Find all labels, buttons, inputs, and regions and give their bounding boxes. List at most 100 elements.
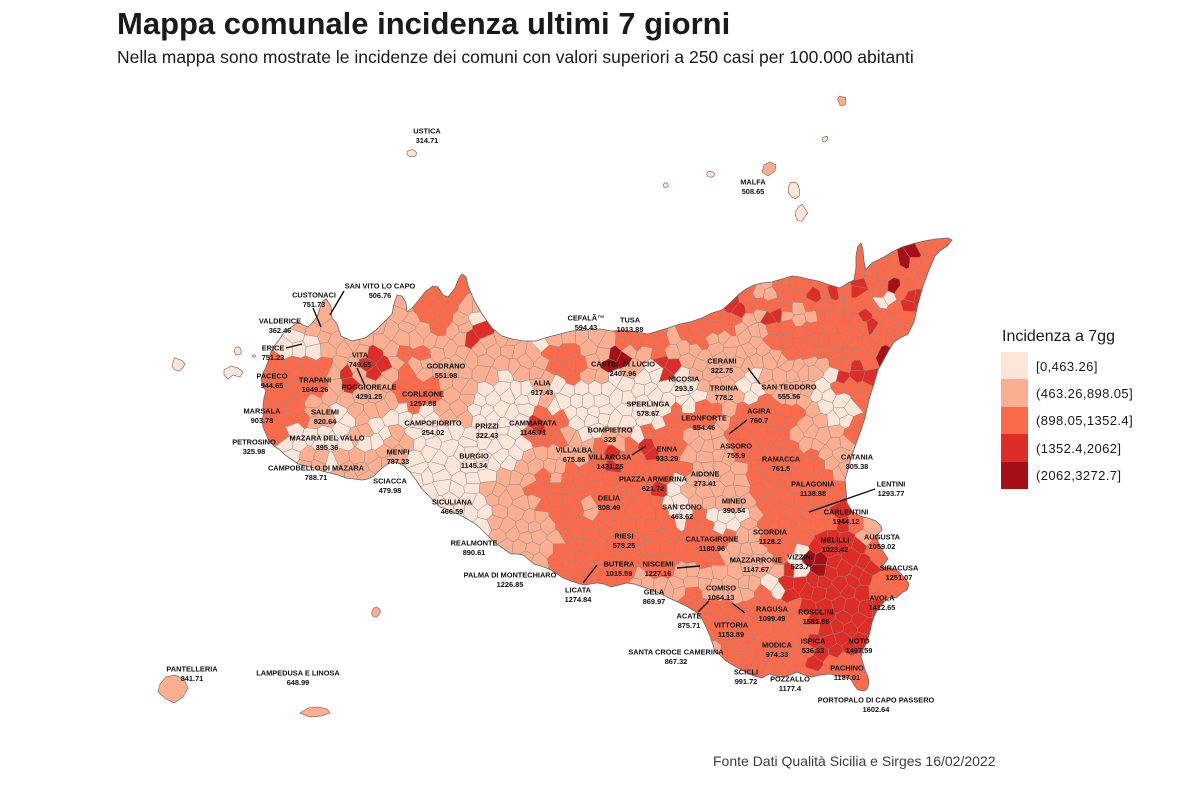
svg-text:BOMPIETRO: BOMPIETRO [588, 425, 633, 434]
svg-text:479.98: 479.98 [379, 486, 402, 495]
svg-text:SCIACCA: SCIACCA [373, 476, 407, 485]
svg-text:755.9: 755.9 [727, 451, 746, 460]
svg-text:551.98: 551.98 [435, 371, 458, 380]
svg-text:1138.88: 1138.88 [800, 489, 826, 498]
svg-text:760.7: 760.7 [750, 416, 769, 425]
svg-text:4291.25: 4291.25 [356, 392, 383, 401]
svg-text:675.86: 675.86 [563, 455, 586, 464]
svg-text:594.43: 594.43 [575, 323, 598, 332]
svg-text:CATANIA: CATANIA [841, 452, 874, 461]
svg-text:PACHINO: PACHINO [830, 663, 864, 672]
svg-text:808.49: 808.49 [598, 503, 621, 512]
svg-text:CARLENTINI: CARLENTINI [824, 507, 869, 516]
svg-text:TRAPANI: TRAPANI [299, 375, 331, 384]
svg-text:BURGIO: BURGIO [459, 451, 489, 460]
svg-text:CORLEONE: CORLEONE [402, 389, 444, 398]
svg-text:NICOSIA: NICOSIA [669, 374, 700, 383]
svg-text:MENFI: MENFI [387, 447, 410, 456]
svg-text:POZZALLO: POZZALLO [770, 674, 810, 683]
svg-text:DELIA: DELIA [598, 493, 621, 502]
svg-text:NOTO: NOTO [848, 636, 869, 645]
svg-text:1497.59: 1497.59 [846, 646, 873, 655]
svg-text:322.75: 322.75 [711, 366, 734, 375]
svg-text:CAMPOBELLO DI MAZARA: CAMPOBELLO DI MAZARA [268, 463, 365, 472]
svg-text:VALDERICE: VALDERICE [259, 316, 301, 325]
svg-text:1099.49: 1099.49 [759, 614, 786, 623]
svg-text:USTICA: USTICA [413, 126, 441, 135]
svg-text:ASSORO: ASSORO [720, 441, 752, 450]
svg-text:CEFALÃ™: CEFALÃ™ [568, 313, 605, 322]
svg-text:1581.88: 1581.88 [803, 617, 830, 626]
svg-text:1147.67: 1147.67 [743, 565, 769, 574]
svg-text:VITA: VITA [352, 350, 369, 359]
svg-text:RAMACCA: RAMACCA [762, 454, 801, 463]
svg-text:536.33: 536.33 [802, 646, 825, 655]
svg-text:1602.64: 1602.64 [863, 705, 891, 714]
svg-text:CERAMI: CERAMI [707, 356, 736, 365]
svg-text:1187.01: 1187.01 [834, 673, 860, 682]
svg-text:PRIZZI: PRIZZI [475, 421, 498, 430]
svg-text:1064.13: 1064.13 [708, 593, 735, 602]
svg-text:COMISO: COMISO [706, 583, 736, 592]
svg-text:1293.77: 1293.77 [878, 489, 905, 498]
svg-text:1226.85: 1226.85 [497, 580, 524, 589]
svg-text:508.65: 508.65 [742, 187, 765, 196]
svg-text:POGGIOREALE: POGGIOREALE [341, 382, 396, 391]
svg-text:SCICLI: SCICLI [734, 667, 758, 676]
svg-text:LICATA: LICATA [565, 585, 592, 594]
svg-text:ERICE: ERICE [262, 343, 285, 352]
svg-text:SIRACUSA: SIRACUSA [880, 563, 919, 572]
svg-text:ALIA: ALIA [533, 378, 551, 387]
svg-text:466.59: 466.59 [441, 507, 464, 516]
svg-text:CALTAGIRONE: CALTAGIRONE [685, 534, 738, 543]
svg-text:PACECO: PACECO [256, 371, 287, 380]
svg-text:LEONFORTE: LEONFORTE [681, 413, 727, 422]
svg-text:AGIRA: AGIRA [747, 406, 771, 415]
svg-text:1431.25: 1431.25 [597, 462, 624, 471]
svg-text:751.23: 751.23 [262, 353, 285, 362]
svg-text:VIZZINI: VIZZINI [787, 552, 812, 561]
svg-text:933.29: 933.29 [656, 454, 679, 463]
svg-text:1180.96: 1180.96 [699, 544, 725, 553]
svg-text:LENTINI: LENTINI [877, 479, 906, 488]
svg-text:MALFA: MALFA [740, 177, 766, 186]
svg-text:1013.88: 1013.88 [617, 325, 644, 334]
svg-text:MAZZARRONE: MAZZARRONE [730, 555, 783, 564]
svg-text:AUGUSTA: AUGUSTA [864, 532, 901, 541]
svg-text:1049.26: 1049.26 [302, 385, 329, 394]
svg-text:MODICA: MODICA [762, 640, 793, 649]
svg-text:MARSALA: MARSALA [244, 406, 282, 415]
svg-text:GODRANO: GODRANO [427, 361, 466, 370]
svg-text:ISPICA: ISPICA [801, 636, 826, 645]
svg-text:VITTORIA: VITTORIA [714, 620, 749, 629]
svg-text:273.41: 273.41 [694, 479, 717, 488]
svg-text:PIAZZA ARMERINA: PIAZZA ARMERINA [619, 474, 688, 483]
svg-text:SAN TEODORO: SAN TEODORO [761, 382, 816, 391]
svg-text:MINEO: MINEO [722, 496, 746, 505]
svg-text:TROINA: TROINA [710, 383, 739, 392]
svg-text:917.43: 917.43 [531, 388, 554, 397]
svg-text:SAN VITO LO CAPO: SAN VITO LO CAPO [345, 281, 416, 290]
svg-text:MELILLI: MELILLI [821, 535, 850, 544]
svg-text:325.98: 325.98 [243, 447, 266, 456]
svg-text:506.76: 506.76 [369, 291, 392, 300]
svg-text:463.62: 463.62 [671, 512, 694, 521]
svg-text:PETROSINO: PETROSINO [232, 437, 276, 446]
svg-text:1128.2: 1128.2 [759, 537, 781, 546]
svg-text:805.38: 805.38 [846, 462, 869, 471]
svg-text:254.02: 254.02 [422, 428, 445, 437]
svg-text:TUSA: TUSA [620, 315, 641, 324]
svg-text:944.65: 944.65 [261, 381, 284, 390]
svg-text:890.61: 890.61 [463, 548, 486, 557]
svg-text:869.97: 869.97 [643, 597, 666, 606]
svg-text:648.99: 648.99 [287, 678, 310, 687]
svg-text:VILLALBA: VILLALBA [556, 445, 593, 454]
svg-text:ACATE: ACATE [677, 611, 702, 620]
svg-text:1257.88: 1257.88 [410, 399, 437, 408]
svg-text:1274.84: 1274.84 [565, 595, 593, 604]
svg-text:LAMPEDUSA E LINOSA: LAMPEDUSA E LINOSA [256, 668, 340, 677]
svg-text:CAMPOFIORITO: CAMPOFIORITO [404, 418, 462, 427]
svg-text:1145.34: 1145.34 [461, 461, 488, 470]
svg-text:NISCEMI: NISCEMI [643, 559, 674, 568]
svg-text:1059.02: 1059.02 [869, 542, 896, 551]
